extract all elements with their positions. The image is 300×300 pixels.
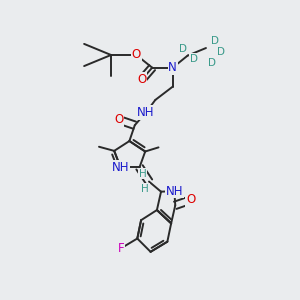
Text: H: H	[141, 184, 149, 194]
Text: NH: NH	[112, 161, 129, 174]
Text: D: D	[190, 54, 198, 64]
Text: N: N	[168, 61, 177, 74]
Text: H: H	[139, 169, 146, 179]
Text: NH: NH	[166, 184, 183, 198]
Text: F: F	[118, 242, 125, 254]
Text: D: D	[179, 44, 187, 54]
Text: O: O	[137, 73, 147, 86]
Text: O: O	[132, 49, 141, 62]
Text: D: D	[208, 58, 216, 68]
Text: O: O	[186, 194, 195, 206]
Text: D: D	[217, 47, 225, 57]
Text: D: D	[211, 36, 219, 46]
Text: O: O	[114, 113, 124, 126]
Text: NH: NH	[137, 106, 154, 119]
